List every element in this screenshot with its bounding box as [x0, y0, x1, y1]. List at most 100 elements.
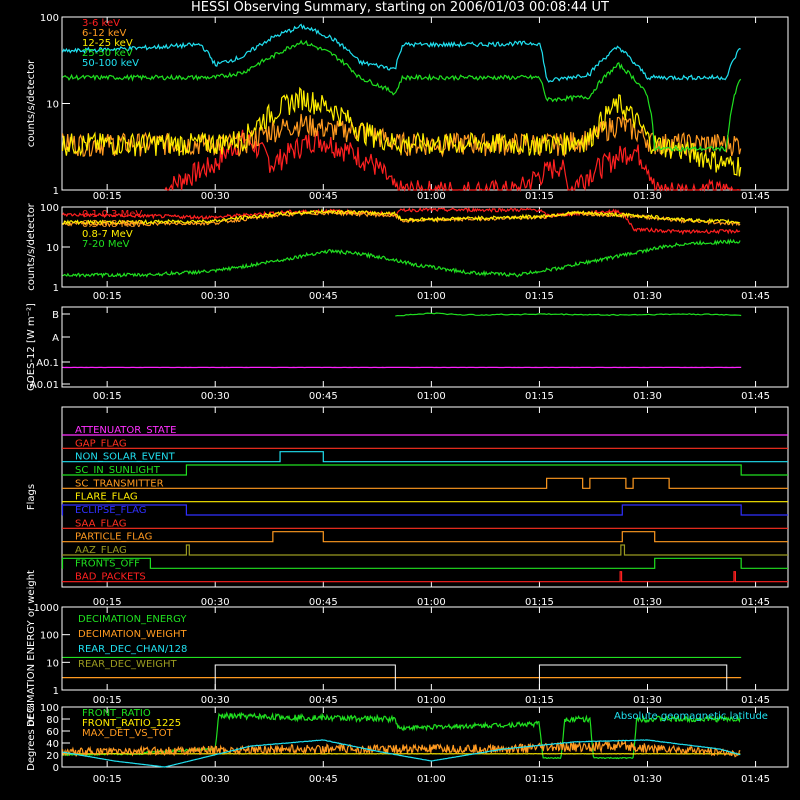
- x-tick-label: 00:45: [309, 774, 338, 785]
- panel-frame-flags: [61, 406, 789, 588]
- y-tick-label: 100: [40, 13, 59, 24]
- series-line-50-100-kev: [61, 23, 741, 83]
- legend-entry: DECIMATION_WEIGHT: [78, 629, 187, 640]
- x-tick-label: 00:15: [93, 191, 122, 202]
- x-tick-label: 01:15: [525, 391, 554, 402]
- flag-label: PARTICLE_FLAG: [75, 532, 152, 543]
- flag-line-eclipse_flag: [61, 504, 788, 516]
- flag-line-sc_transmitter: [62, 477, 788, 489]
- y-tick-label: 100: [40, 631, 59, 642]
- y-tick-label: 40: [46, 739, 59, 750]
- x-tick-label: 01:45: [741, 597, 770, 608]
- flag-label: SC_IN_SUNLIGHT: [75, 465, 161, 476]
- x-tick-label: 01:45: [741, 291, 770, 302]
- x-tick-label: 00:30: [201, 391, 230, 402]
- flag-label: SC_TRANSMITTER: [75, 478, 164, 489]
- flag-label: BAD_PACKETS: [75, 572, 146, 583]
- series-line-0-3-0-8-mev: [62, 210, 741, 227]
- x-tick-label: 01:30: [633, 774, 662, 785]
- x-tick-label: 01:00: [417, 597, 446, 608]
- legend-entry: 6-12 keV: [82, 28, 126, 39]
- x-tick-label: 00:15: [93, 291, 122, 302]
- flag-label: ECLIPSE_FLAG: [75, 505, 146, 516]
- x-tick-label: 01:00: [417, 291, 446, 302]
- y-tick-label: A0.1: [36, 358, 59, 369]
- y-axis-label: Degrees or %: [26, 703, 37, 771]
- page-title: HESSI Observing Summary, starting on 200…: [191, 0, 609, 15]
- x-tick-label: 00:30: [201, 695, 230, 706]
- x-tick-label: 01:45: [741, 391, 770, 402]
- y-tick-label: 1: [53, 686, 59, 697]
- decimation-step: [214, 664, 396, 690]
- flag-line-fronts_off: [61, 557, 788, 569]
- y-tick-label: 10: [46, 658, 59, 669]
- x-tick-label: 01:00: [417, 191, 446, 202]
- x-tick-label: 01:00: [417, 695, 446, 706]
- x-tick-label: 00:15: [93, 391, 122, 402]
- series-line-12-25-kev: [61, 86, 742, 177]
- x-tick-label: 00:45: [309, 191, 338, 202]
- x-tick-label: 01:30: [633, 597, 662, 608]
- y-axis-label: counts/s/detector: [26, 202, 37, 290]
- legend-entry: FRONT_RATIO_1225: [82, 718, 181, 729]
- x-tick-label: 01:15: [525, 597, 554, 608]
- legend-entry: FRONT_RATIO: [82, 708, 151, 719]
- flag-label: NON_SOLAR_EVENT: [75, 452, 176, 463]
- x-tick-label: 00:30: [201, 291, 230, 302]
- flag-label: SAA_FLAG: [75, 518, 126, 529]
- flag-line-particle_flag: [62, 531, 788, 543]
- decimation-step: [538, 664, 728, 690]
- flag-line-non_solar_event: [62, 451, 788, 463]
- flag-label: FLARE_FLAG: [75, 492, 138, 503]
- y-tick-label: 80: [46, 715, 59, 726]
- legend-entry: 50-100 keV: [82, 58, 139, 69]
- y-tick-label: 100: [40, 203, 59, 214]
- panel-frame-goes: [61, 306, 789, 388]
- x-tick-label: 00:45: [309, 391, 338, 402]
- legend-entry: 7-20 MeV: [82, 239, 130, 250]
- series-line-25-50-kev: [62, 39, 742, 152]
- series-line-7-20-mev: [62, 238, 741, 279]
- series-line-0-1-0-3-mev: [62, 206, 741, 236]
- y-axis-label: Flags: [26, 484, 37, 510]
- y-axis-label: DECIMATION ENERGY or weight: [26, 570, 37, 727]
- flag-label: GAP_FLAG: [75, 438, 127, 449]
- legend-entry: 0.8-7 MeV: [82, 229, 133, 240]
- y-tick-label: 1: [53, 186, 59, 197]
- series-line-3-6-kev: [164, 129, 741, 193]
- x-tick-label: 01:30: [633, 391, 662, 402]
- x-tick-label: 01:15: [525, 774, 554, 785]
- legend-entry: MAX_DET_VS_TOT: [82, 728, 174, 739]
- x-tick-label: 01:30: [633, 191, 662, 202]
- series-line-0-8-7-mev: [62, 208, 741, 226]
- y-axis-label: counts/s/detector: [26, 59, 37, 147]
- flag-line-aaz_flag: [62, 544, 788, 556]
- y-tick-label: 10: [46, 100, 59, 111]
- y-tick-label: 100: [40, 703, 59, 714]
- series-line-max-det-vs-tot: [61, 739, 741, 758]
- x-tick-label: 00:15: [93, 597, 122, 608]
- legend-entry: 0.3-0.8 MeV: [82, 219, 142, 230]
- flag-line-sc_in_sunlight: [62, 464, 788, 476]
- legend-entry: REAR_DEC_WEIGHT: [78, 659, 177, 670]
- y-axis-label: GOES-12 [W m⁻²]: [26, 303, 37, 391]
- legend-entry: DECIMATION_ENERGY: [78, 614, 187, 625]
- legend-entry: 25-50 keV: [82, 48, 133, 59]
- x-tick-label: 00:15: [93, 695, 122, 706]
- x-tick-label: 00:45: [309, 597, 338, 608]
- legend-entry: Absolute geomagnetic latitude: [614, 711, 768, 722]
- series-line-goes-0: [395, 312, 742, 317]
- flag-label: FRONTS_OFF: [75, 558, 140, 569]
- y-tick-label: 1: [53, 283, 59, 294]
- legend-entry: 3-6 keV: [82, 18, 120, 29]
- flag-line-bad_packets: [62, 571, 788, 583]
- legend-entry: 12-25 keV: [82, 38, 133, 49]
- y-tick-label: 10: [46, 243, 59, 254]
- x-tick-label: 01:00: [417, 391, 446, 402]
- x-tick-label: 01:45: [741, 774, 770, 785]
- flag-label: AAZ_FLAG: [75, 545, 127, 556]
- x-tick-label: 01:15: [525, 291, 554, 302]
- x-tick-label: 01:15: [525, 191, 554, 202]
- legend-entry: REAR_DEC_CHAN/128: [78, 644, 187, 655]
